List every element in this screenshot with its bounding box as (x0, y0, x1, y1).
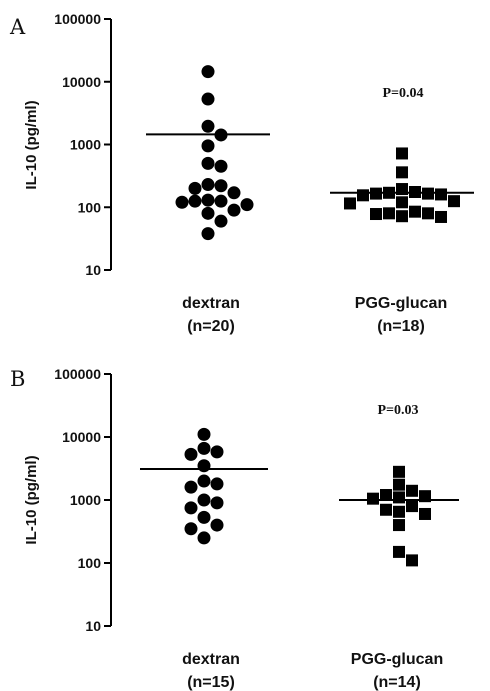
y-tick-label: 1000 (70, 492, 101, 508)
panel-letter-a: A (9, 15, 26, 39)
data-point-circle (197, 510, 211, 524)
y-tick-label: 10 (85, 262, 101, 278)
data-point-square (393, 478, 405, 491)
data-point-circle (201, 92, 215, 106)
data-point-square (396, 210, 408, 223)
data-point-circle (210, 477, 224, 491)
p-value-a: P=0.04 (382, 86, 423, 101)
data-point-circle (197, 427, 211, 441)
y-tick-label: 1000 (70, 137, 101, 153)
data-point-circle (197, 493, 211, 507)
data-point-square (396, 166, 408, 179)
data-point-circle (197, 459, 211, 473)
data-point-circle (201, 193, 215, 207)
data-point-circle (184, 501, 198, 515)
data-point-circle (227, 186, 241, 200)
data-point-square (422, 207, 434, 220)
data-point-circle (184, 480, 198, 494)
data-point-square (435, 188, 447, 201)
data-point-circle (227, 203, 241, 217)
data-point-circle (201, 119, 215, 133)
y-tick-label: 10000 (62, 74, 101, 90)
data-point-circle (184, 522, 198, 536)
category-label-pgg-glucan-b: PGG-glucan (351, 651, 443, 668)
category-label-dextran-b: dextran (182, 651, 240, 668)
n-label-dextran-b: (n=15) (187, 674, 235, 691)
data-point-square (370, 208, 382, 221)
y-axis-label-b: IL-10 (pg/ml) (23, 455, 40, 544)
data-point-square (396, 196, 408, 209)
mean-lines-a (146, 133, 474, 194)
data-point-square (393, 465, 405, 478)
y-tick-label: 100 (78, 555, 102, 571)
y-tick-label: 10 (85, 618, 101, 634)
data-point-circle (188, 194, 202, 208)
data-point-square (380, 503, 392, 516)
data-point-circle (175, 195, 189, 209)
data-point-circle (201, 156, 215, 170)
data-point-circle (197, 441, 211, 455)
data-point-circle (197, 474, 211, 488)
data-point-circle (184, 447, 198, 461)
data-point-square (393, 545, 405, 558)
data-point-square (393, 491, 405, 504)
mean-lines-b (140, 468, 459, 501)
data-point-circle (201, 178, 215, 192)
data-point-square (406, 484, 418, 497)
data-point-square (409, 205, 421, 218)
y-tick-label: 10000 (62, 429, 101, 445)
data-point-circle (210, 445, 224, 459)
data-point-square (344, 197, 356, 210)
n-label-pgg-glucan-a: (n=18) (377, 318, 425, 335)
data-point-square (367, 492, 379, 505)
data-point-circle (188, 181, 202, 195)
panel-letter-b: B (10, 367, 25, 391)
data-point-circle (201, 206, 215, 220)
n-label-pgg-glucan-b: (n=14) (373, 674, 421, 691)
data-point-square (448, 195, 460, 208)
y-tick-label: 100000 (54, 366, 101, 382)
y-tick-label: 100 (78, 199, 102, 215)
data-point-circle (201, 65, 215, 79)
data-point-square (357, 189, 369, 202)
data-point-circle (201, 227, 215, 241)
category-label-pgg-glucan-a: PGG-glucan (355, 295, 447, 312)
y-axis-label-a: IL-10 (pg/ml) (23, 100, 40, 189)
y-ticks-a: 10 100 1000 10000 100000 (54, 11, 111, 278)
data-point-circle (214, 194, 228, 208)
p-value-b: P=0.03 (377, 403, 418, 418)
data-point-square (419, 507, 431, 520)
data-point-circle (210, 496, 224, 510)
y-ticks-b: 10 100 1000 10000 100000 (54, 366, 111, 634)
data-point-circle (210, 518, 224, 532)
data-point-square (406, 554, 418, 567)
panel-a: A IL-10 (pg/ml) 10 100 1000 10000 100000 P=0… (9, 11, 474, 335)
data-point-square (406, 500, 418, 513)
data-point-circle (201, 139, 215, 153)
data-points-b (184, 427, 431, 567)
data-point-circle (214, 214, 228, 228)
data-point-square (396, 147, 408, 160)
data-point-circle (197, 531, 211, 545)
data-point-circle (214, 179, 228, 193)
data-point-square (393, 519, 405, 532)
y-tick-label: 100000 (54, 11, 101, 27)
data-point-square (380, 489, 392, 502)
data-point-square (393, 505, 405, 518)
data-point-circle (240, 198, 254, 212)
data-point-circle (214, 159, 228, 173)
data-point-square (435, 210, 447, 223)
data-point-square (383, 207, 395, 220)
category-label-dextran-a: dextran (182, 295, 240, 312)
n-label-dextran-a: (n=20) (187, 318, 235, 335)
panel-b: B IL-10 (pg/ml) 10 100 1000 10000 100000 P=0… (10, 366, 459, 691)
